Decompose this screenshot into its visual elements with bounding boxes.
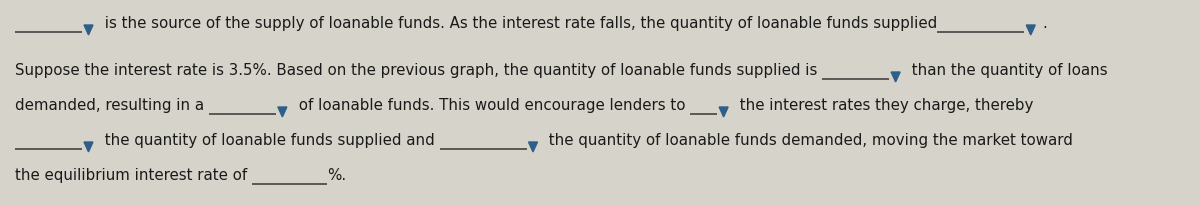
Text: the interest rates they charge, thereby: the interest rates they charge, thereby — [736, 97, 1033, 112]
Polygon shape — [892, 73, 900, 82]
Text: Suppose the interest rate is 3.5%. Based on the previous graph, the quantity of : Suppose the interest rate is 3.5%. Based… — [14, 63, 822, 78]
Text: the quantity of loanable funds demanded, moving the market toward: the quantity of loanable funds demanded,… — [545, 132, 1073, 147]
Polygon shape — [719, 108, 728, 117]
Polygon shape — [1026, 26, 1036, 36]
Text: the quantity of loanable funds supplied and: the quantity of loanable funds supplied … — [100, 132, 439, 147]
Text: of loanable funds. This would encourage lenders to: of loanable funds. This would encourage … — [294, 97, 690, 112]
Text: is the source of the supply of loanable funds. As the interest rate falls, the q: is the source of the supply of loanable … — [100, 16, 937, 31]
Text: .: . — [1043, 16, 1046, 31]
Polygon shape — [84, 26, 94, 36]
Text: %.: %. — [326, 167, 346, 182]
Text: than the quantity of loans: than the quantity of loans — [907, 63, 1108, 78]
Text: the equilibrium interest rate of: the equilibrium interest rate of — [14, 167, 252, 182]
Polygon shape — [84, 142, 94, 152]
Polygon shape — [528, 142, 538, 152]
Polygon shape — [278, 108, 287, 117]
Text: demanded, resulting in a: demanded, resulting in a — [14, 97, 209, 112]
